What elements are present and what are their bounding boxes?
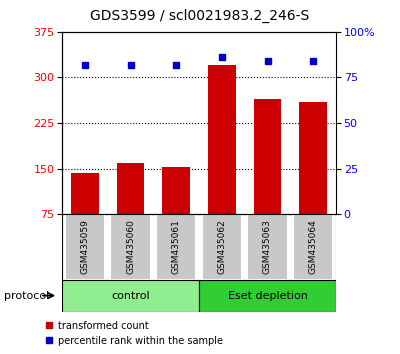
Bar bbox=[293, 214, 333, 280]
Text: GSM435064: GSM435064 bbox=[309, 219, 318, 274]
Bar bbox=[117, 162, 144, 214]
Text: Eset depletion: Eset depletion bbox=[228, 291, 308, 301]
Bar bbox=[300, 102, 327, 214]
Bar bbox=[202, 214, 242, 280]
Text: GDS3599 / scl0021983.2_246-S: GDS3599 / scl0021983.2_246-S bbox=[90, 9, 310, 23]
Text: GSM435062: GSM435062 bbox=[217, 219, 226, 274]
Text: GSM435060: GSM435060 bbox=[126, 219, 135, 274]
Text: GSM435061: GSM435061 bbox=[172, 219, 181, 274]
Text: GSM435063: GSM435063 bbox=[263, 219, 272, 274]
Text: protocol: protocol bbox=[4, 291, 49, 301]
Text: GSM435059: GSM435059 bbox=[80, 219, 89, 274]
Bar bbox=[110, 214, 150, 280]
Bar bbox=[199, 280, 336, 312]
Bar bbox=[156, 214, 196, 280]
Bar bbox=[65, 214, 105, 280]
Bar bbox=[162, 167, 190, 214]
Text: control: control bbox=[111, 291, 150, 301]
Bar bbox=[71, 173, 98, 214]
Bar bbox=[254, 99, 281, 214]
Legend: transformed count, percentile rank within the sample: transformed count, percentile rank withi… bbox=[45, 321, 222, 346]
Bar bbox=[62, 280, 199, 312]
Bar bbox=[208, 65, 236, 214]
Bar bbox=[248, 214, 288, 280]
